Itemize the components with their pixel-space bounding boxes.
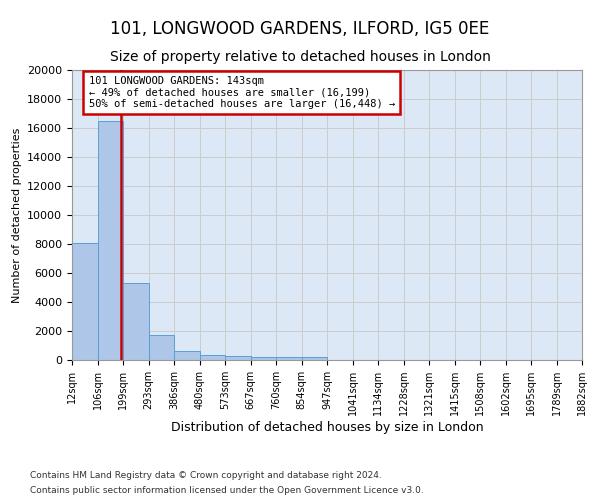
Bar (174, 350, 199, 360)
Bar (276, 358, 302, 360)
Bar (251, 357, 276, 360)
Y-axis label: Number of detached properties: Number of detached properties (11, 128, 22, 302)
Bar (199, 355, 225, 360)
Bar (225, 356, 251, 360)
Text: Contains public sector information licensed under the Open Government Licence v3: Contains public sector information licen… (30, 486, 424, 495)
Bar (72, 242, 97, 360)
Bar (302, 357, 327, 360)
X-axis label: Distribution of detached houses by size in London: Distribution of detached houses by size … (170, 421, 484, 434)
Text: Contains HM Land Registry data © Crown copyright and database right 2024.: Contains HM Land Registry data © Crown c… (30, 471, 382, 480)
Text: 101 LONGWOOD GARDENS: 143sqm
← 49% of detached houses are smaller (16,199)
50% o: 101 LONGWOOD GARDENS: 143sqm ← 49% of de… (89, 76, 395, 109)
Text: 101, LONGWOOD GARDENS, ILFORD, IG5 0EE: 101, LONGWOOD GARDENS, ILFORD, IG5 0EE (110, 20, 490, 38)
Bar (149, 334, 174, 360)
Bar (97, 120, 123, 360)
Text: Size of property relative to detached houses in London: Size of property relative to detached ho… (110, 50, 490, 64)
Bar (123, 283, 149, 360)
